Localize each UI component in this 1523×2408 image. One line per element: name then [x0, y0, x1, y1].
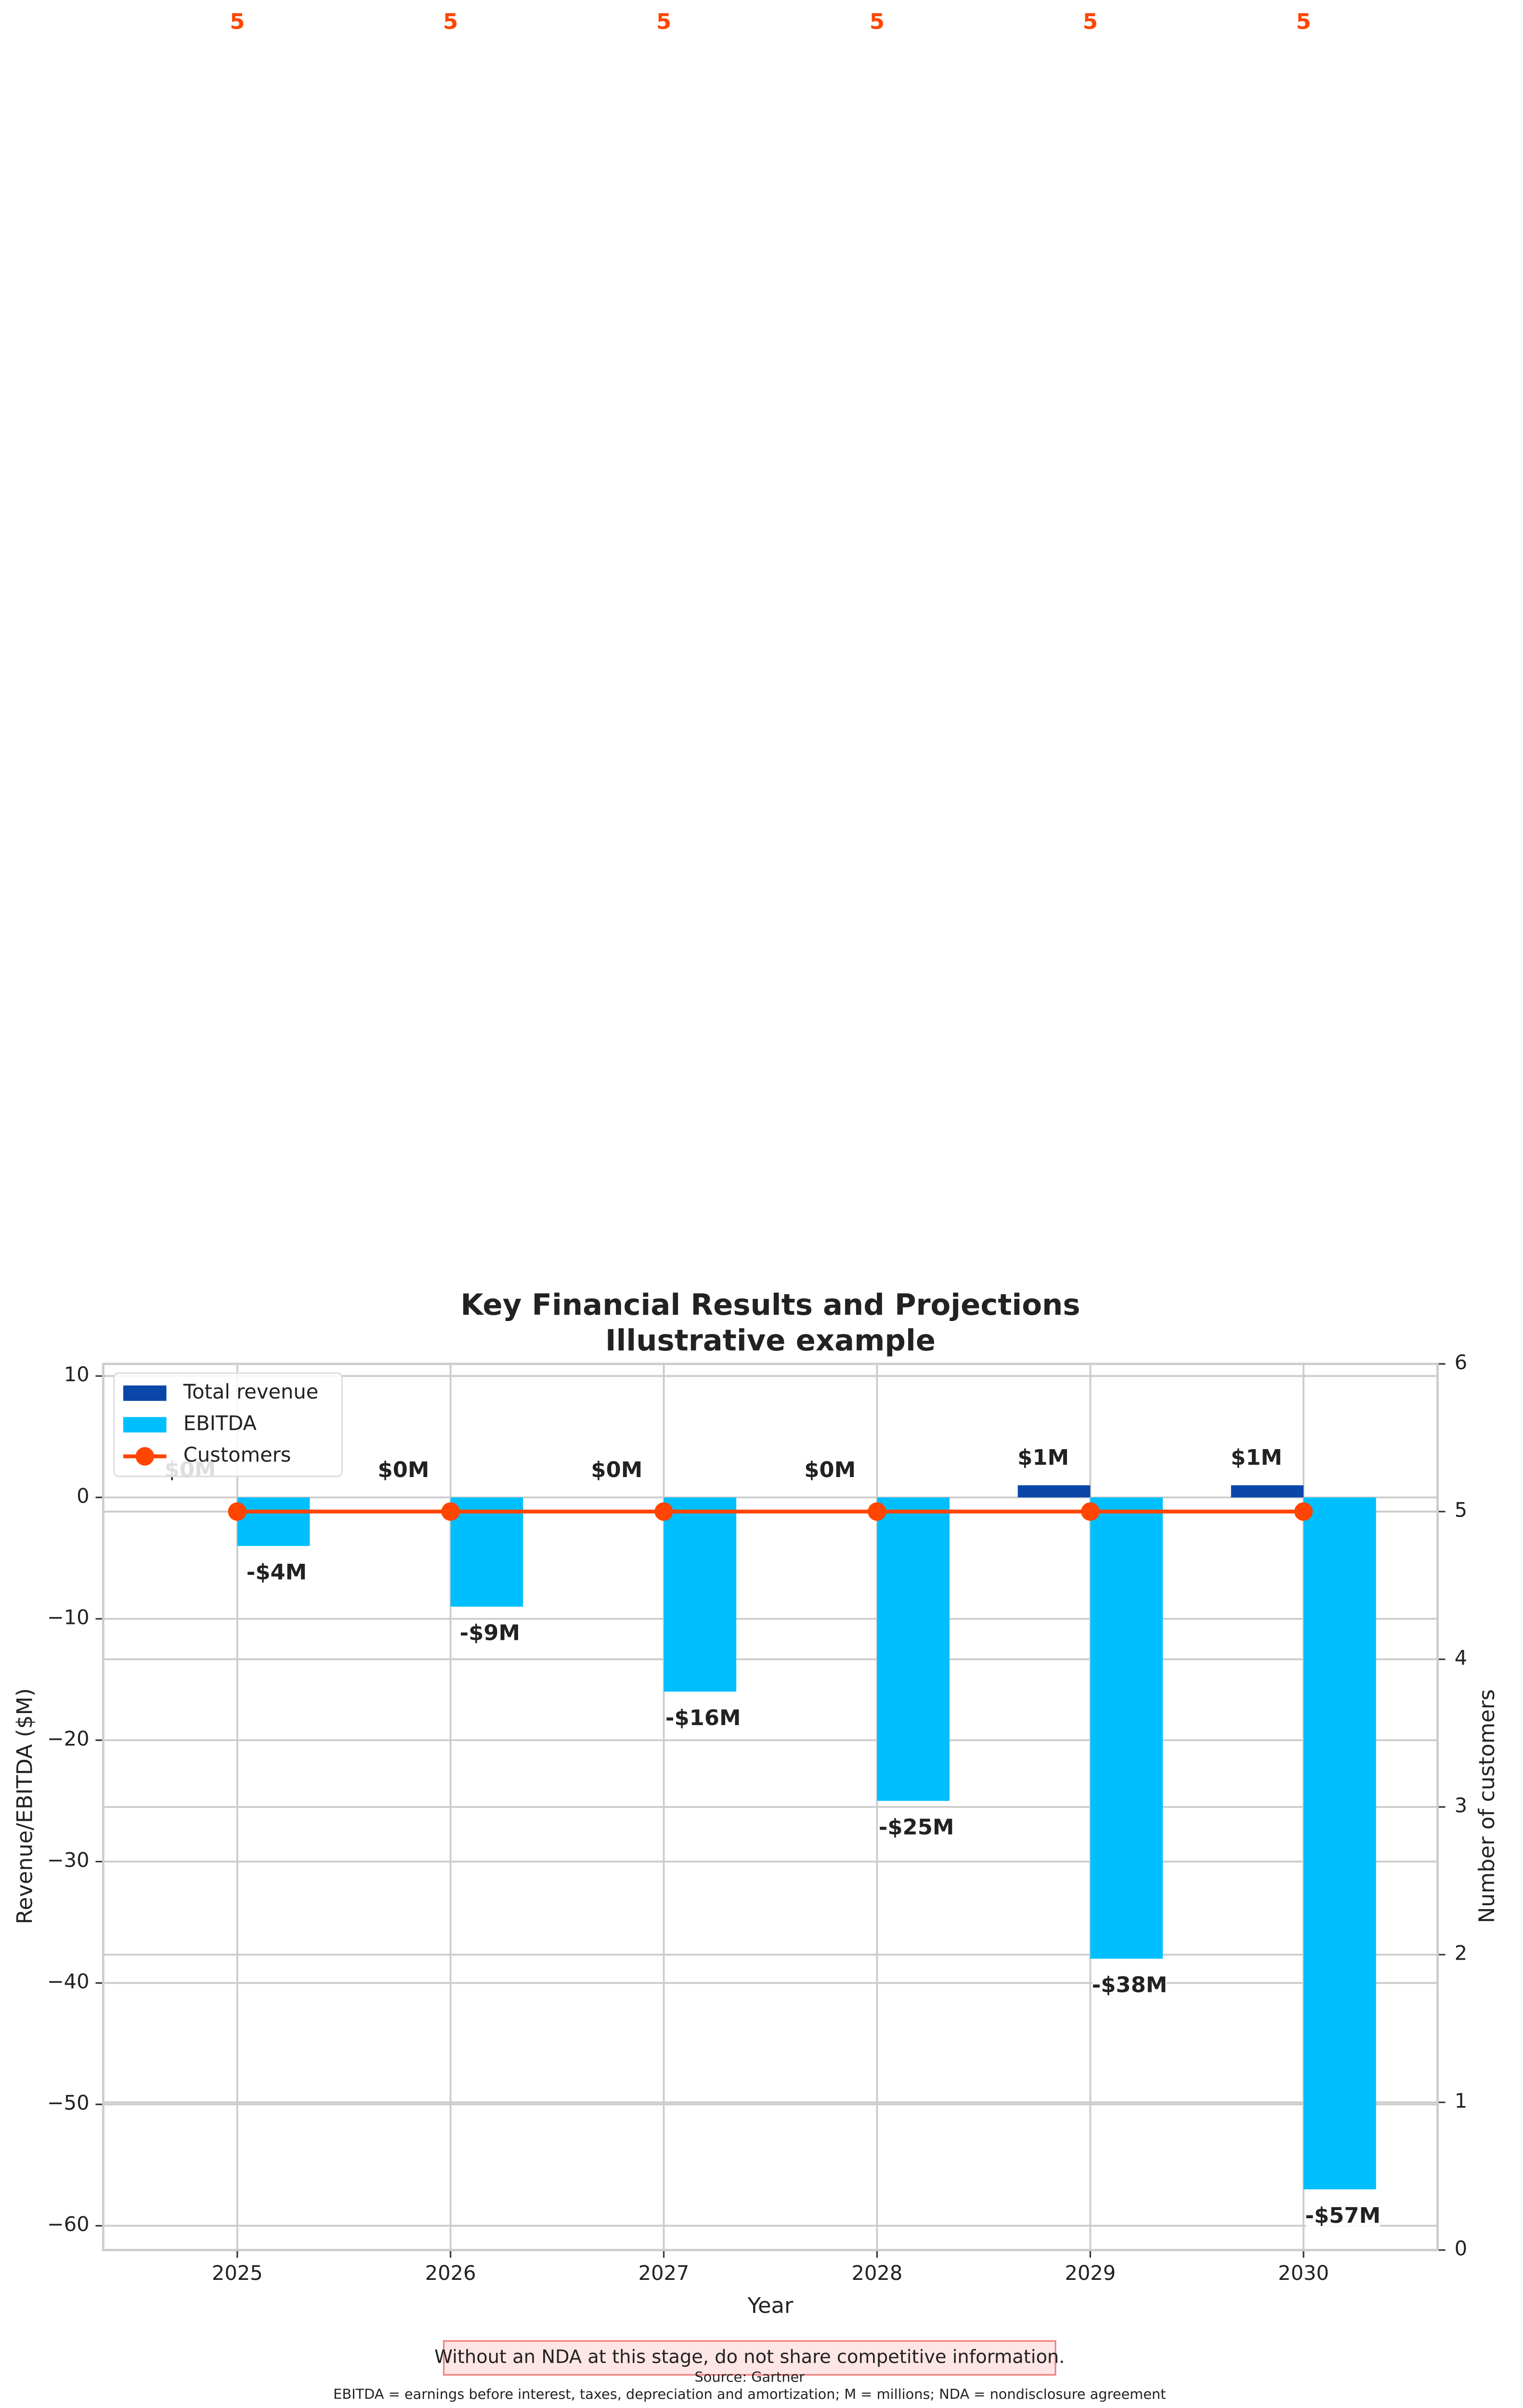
- y-tick-label: −40: [47, 1969, 90, 1993]
- x-tick-label: 2029: [1065, 2261, 1116, 2285]
- data-label: 5: [443, 9, 458, 34]
- data-label-bg: [1306, 2203, 1380, 2231]
- legend-swatch: [123, 1417, 167, 1433]
- plot-frame: [102, 1362, 1439, 2251]
- y-tick-label: −50: [47, 2091, 90, 2115]
- x-tick-label: 2028: [852, 2261, 903, 2285]
- data-label: 5: [870, 9, 885, 34]
- data-label-bg: [1093, 1972, 1167, 2001]
- data-label-bg: [239, 1559, 314, 1588]
- y-axis-label: Revenue/EBITDA ($M): [12, 1688, 37, 1924]
- legend-label: EBITDA: [183, 1411, 257, 1435]
- marker: [228, 1502, 247, 1521]
- data-label-bg: [1219, 1445, 1294, 1473]
- y2-tick-label: 4: [1455, 1646, 1467, 1669]
- y2-tick-label: 0: [1455, 2237, 1467, 2260]
- source: Source: Gartner: [695, 2369, 805, 2385]
- y-tick-label: 10: [64, 1362, 90, 1386]
- bar: [237, 1497, 310, 1546]
- data-label: 5: [656, 9, 671, 34]
- y2-tick-label: 5: [1455, 1498, 1467, 1522]
- bar: [877, 1497, 950, 1801]
- data-label: -$25M: [879, 1814, 954, 1840]
- legend: Total revenue EBITDA Customers: [113, 1372, 343, 1478]
- y-tick-label: −10: [47, 1605, 90, 1629]
- bar: [664, 1497, 737, 1692]
- marker: [441, 1502, 460, 1521]
- data-label-bg: [366, 1457, 441, 1485]
- chart-title: Key Financial Results and Projections: [461, 1288, 1080, 1322]
- marker: [868, 1502, 886, 1521]
- data-label: -$57M: [1305, 2203, 1381, 2228]
- legend-box: [113, 1372, 343, 1478]
- data-label: $0M: [591, 1457, 642, 1482]
- chart-subtitle: Illustrative example: [605, 1324, 936, 1358]
- footnote: EBITDA = earnings before interest, taxes…: [333, 2386, 1166, 2402]
- data-label: $0M: [378, 1457, 430, 1482]
- legend-swatch: [123, 1385, 167, 1401]
- data-label-bg: [1006, 1445, 1080, 1473]
- data-label-bg: [580, 1457, 654, 1485]
- note-box: [443, 2340, 1056, 2376]
- legend-label: Customers: [183, 1443, 291, 1466]
- data-label-bg: [879, 1815, 953, 1843]
- marker: [654, 1502, 673, 1521]
- data-label: -$4M: [247, 1559, 307, 1585]
- y2-tick-label: 3: [1455, 1793, 1467, 1817]
- legend-swatch: [135, 1447, 154, 1466]
- data-label: -$38M: [1092, 1972, 1168, 1998]
- data-label: -$16M: [665, 1705, 741, 1730]
- y-tick-label: −20: [47, 1727, 90, 1750]
- bar: [1017, 1485, 1091, 1498]
- x-tick-label: 2030: [1278, 2261, 1329, 2285]
- bar: [450, 1497, 523, 1607]
- y-tick-label: −60: [47, 2212, 90, 2236]
- x-axis-label: Year: [747, 2292, 794, 2318]
- bar: [1090, 1497, 1163, 1959]
- data-label: 5: [1296, 9, 1311, 34]
- data-label: 5: [1083, 9, 1098, 34]
- data-label-bg: [453, 1620, 527, 1649]
- note: Without an NDA at this stage, do not sha…: [434, 2346, 1065, 2368]
- marker: [1081, 1502, 1100, 1521]
- y-tick-label: 0: [77, 1484, 89, 1507]
- y2-tick-label: 1: [1455, 2089, 1467, 2112]
- x-tick-label: 2027: [638, 2261, 690, 2285]
- data-label: $1M: [1017, 1445, 1069, 1470]
- bar: [1303, 1497, 1376, 2189]
- y2-tick-label: 2: [1455, 1941, 1467, 1965]
- marker: [1294, 1502, 1313, 1521]
- bar: [1231, 1485, 1304, 1498]
- legend-label: Total revenue: [183, 1380, 319, 1403]
- x-tick-label: 2026: [425, 2261, 476, 2285]
- data-label: $1M: [1231, 1445, 1282, 1470]
- data-label: 5: [230, 9, 245, 34]
- x-tick-label: 2025: [212, 2261, 263, 2285]
- data-label: -$9M: [460, 1620, 520, 1646]
- y-tick-label: −30: [47, 1848, 90, 1871]
- y2-tick-label: 6: [1455, 1350, 1467, 1374]
- data-label: $0M: [804, 1457, 856, 1482]
- y2-axis-label: Number of customers: [1474, 1689, 1499, 1924]
- data-label-bg: [793, 1457, 867, 1485]
- data-label-bg: [666, 1705, 741, 1733]
